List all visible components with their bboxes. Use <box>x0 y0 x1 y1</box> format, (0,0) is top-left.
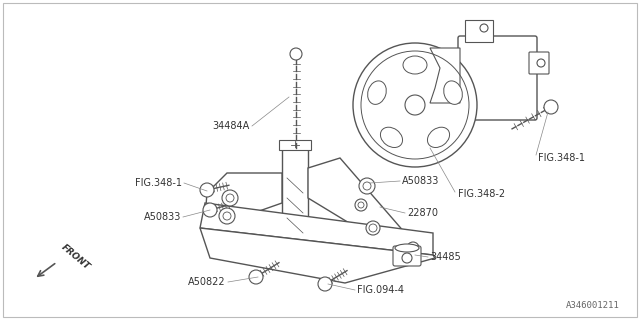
Polygon shape <box>308 158 425 263</box>
Text: 34485: 34485 <box>430 252 461 262</box>
Circle shape <box>407 242 419 254</box>
Circle shape <box>402 253 412 263</box>
Text: A50822: A50822 <box>188 277 226 287</box>
Text: FIG.348-2: FIG.348-2 <box>458 189 505 199</box>
Circle shape <box>353 43 477 167</box>
FancyBboxPatch shape <box>282 148 308 225</box>
Circle shape <box>405 95 425 115</box>
FancyBboxPatch shape <box>458 36 537 120</box>
Ellipse shape <box>428 127 449 148</box>
Circle shape <box>203 203 217 217</box>
Circle shape <box>249 270 263 284</box>
Text: A50833: A50833 <box>143 212 181 222</box>
FancyBboxPatch shape <box>465 20 493 42</box>
Circle shape <box>222 190 238 206</box>
Text: A346001211: A346001211 <box>566 301 620 310</box>
Circle shape <box>480 24 488 32</box>
Circle shape <box>290 48 302 60</box>
FancyBboxPatch shape <box>279 140 311 150</box>
Circle shape <box>318 277 332 291</box>
Ellipse shape <box>444 81 462 104</box>
Circle shape <box>200 183 214 197</box>
Ellipse shape <box>367 81 387 104</box>
Text: FIG.094-4: FIG.094-4 <box>357 285 404 295</box>
Polygon shape <box>200 203 433 255</box>
Circle shape <box>537 59 545 67</box>
Text: A50833: A50833 <box>402 176 440 186</box>
Polygon shape <box>200 228 435 283</box>
Circle shape <box>359 178 375 194</box>
Text: FIG.348-1: FIG.348-1 <box>135 178 182 188</box>
FancyBboxPatch shape <box>529 52 549 74</box>
Text: FRONT: FRONT <box>60 243 92 271</box>
Text: FIG.348-1: FIG.348-1 <box>538 153 585 163</box>
Circle shape <box>355 199 367 211</box>
Circle shape <box>544 100 558 114</box>
Ellipse shape <box>403 56 427 74</box>
Ellipse shape <box>380 127 403 148</box>
Polygon shape <box>430 48 460 103</box>
FancyBboxPatch shape <box>393 246 421 266</box>
Circle shape <box>219 208 235 224</box>
Text: 22870: 22870 <box>407 208 438 218</box>
Text: 34484A: 34484A <box>212 121 250 131</box>
Polygon shape <box>205 173 282 223</box>
Ellipse shape <box>395 244 419 252</box>
Circle shape <box>366 221 380 235</box>
